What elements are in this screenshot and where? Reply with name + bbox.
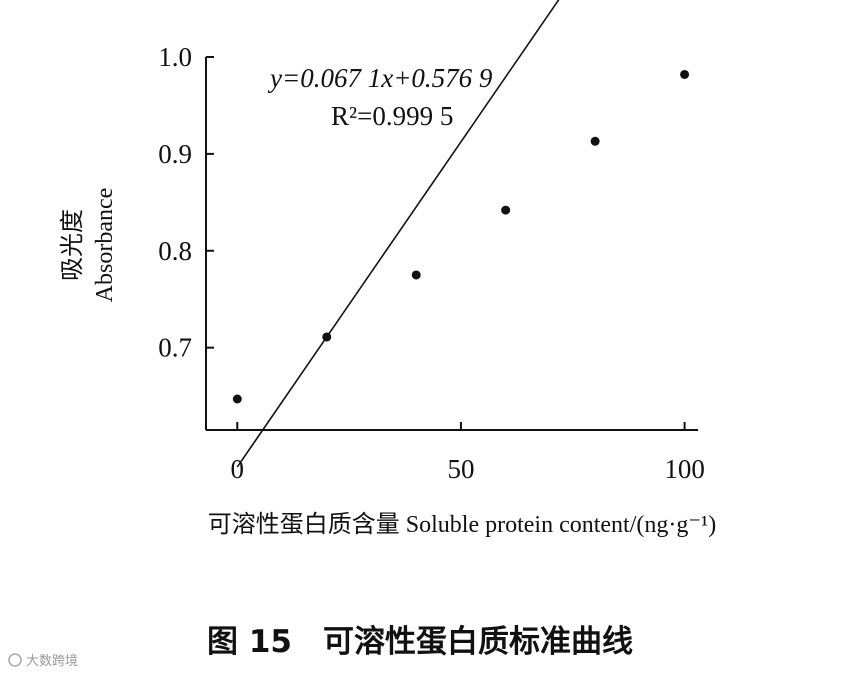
y-tick-label: 1.0 — [158, 42, 192, 72]
plot-area: 0.7 0.8 0.9 1.0 0 50 100 — [158, 0, 705, 484]
x-tick-label: 50 — [447, 454, 474, 484]
data-point — [501, 205, 511, 215]
data-point — [411, 270, 421, 280]
y-axis-title-en: Absorbance — [92, 188, 118, 303]
y-axis-title-cn: 吸光度 — [59, 209, 86, 281]
trend-line — [236, 0, 560, 468]
figure-caption: 图 15 可溶性蛋白质标准曲线 — [207, 624, 633, 660]
data-point — [590, 136, 600, 146]
data-point — [680, 69, 690, 79]
y-ticks: 0.7 0.8 0.9 1.0 — [158, 42, 214, 363]
x-axis-title: 可溶性蛋白质含量 Soluble protein content/(ng·g⁻¹… — [208, 511, 716, 538]
data-point — [322, 332, 332, 342]
data-points — [232, 69, 690, 404]
x-tick-label: 100 — [664, 454, 705, 484]
x-tick-label: 0 — [231, 454, 245, 484]
data-point — [232, 394, 242, 404]
watermark-logo-icon — [8, 653, 22, 667]
watermark-text: 大数跨境 — [26, 654, 78, 669]
watermark: 大数跨境 — [8, 653, 78, 669]
x-ticks: 0 50 100 — [231, 422, 705, 484]
y-tick-label: 0.7 — [158, 333, 192, 363]
equation-annotation: y=0.067 1x+0.576 9 — [267, 63, 493, 93]
r-squared-annotation: R²=0.999 5 — [331, 101, 453, 131]
y-tick-label: 0.9 — [158, 139, 192, 169]
y-tick-label: 0.8 — [158, 236, 192, 266]
